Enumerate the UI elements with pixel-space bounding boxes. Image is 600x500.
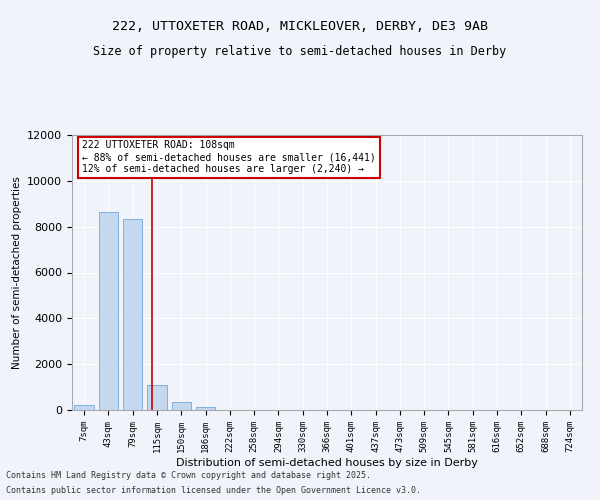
- Text: Contains HM Land Registry data © Crown copyright and database right 2025.: Contains HM Land Registry data © Crown c…: [6, 471, 371, 480]
- Bar: [123, 218, 142, 410]
- Text: Contains public sector information licensed under the Open Government Licence v3: Contains public sector information licen…: [6, 486, 421, 495]
- Bar: [99, 212, 118, 410]
- Y-axis label: Number of semi-detached properties: Number of semi-detached properties: [11, 176, 22, 369]
- Bar: [147, 385, 167, 410]
- X-axis label: Distribution of semi-detached houses by size in Derby: Distribution of semi-detached houses by …: [176, 458, 478, 468]
- Text: Size of property relative to semi-detached houses in Derby: Size of property relative to semi-detach…: [94, 45, 506, 58]
- Text: 222, UTTOXETER ROAD, MICKLEOVER, DERBY, DE3 9AB: 222, UTTOXETER ROAD, MICKLEOVER, DERBY, …: [112, 20, 488, 33]
- Bar: [196, 407, 215, 410]
- Bar: [74, 406, 94, 410]
- Bar: [172, 402, 191, 410]
- Text: 222 UTTOXETER ROAD: 108sqm
← 88% of semi-detached houses are smaller (16,441)
12: 222 UTTOXETER ROAD: 108sqm ← 88% of semi…: [82, 140, 376, 173]
